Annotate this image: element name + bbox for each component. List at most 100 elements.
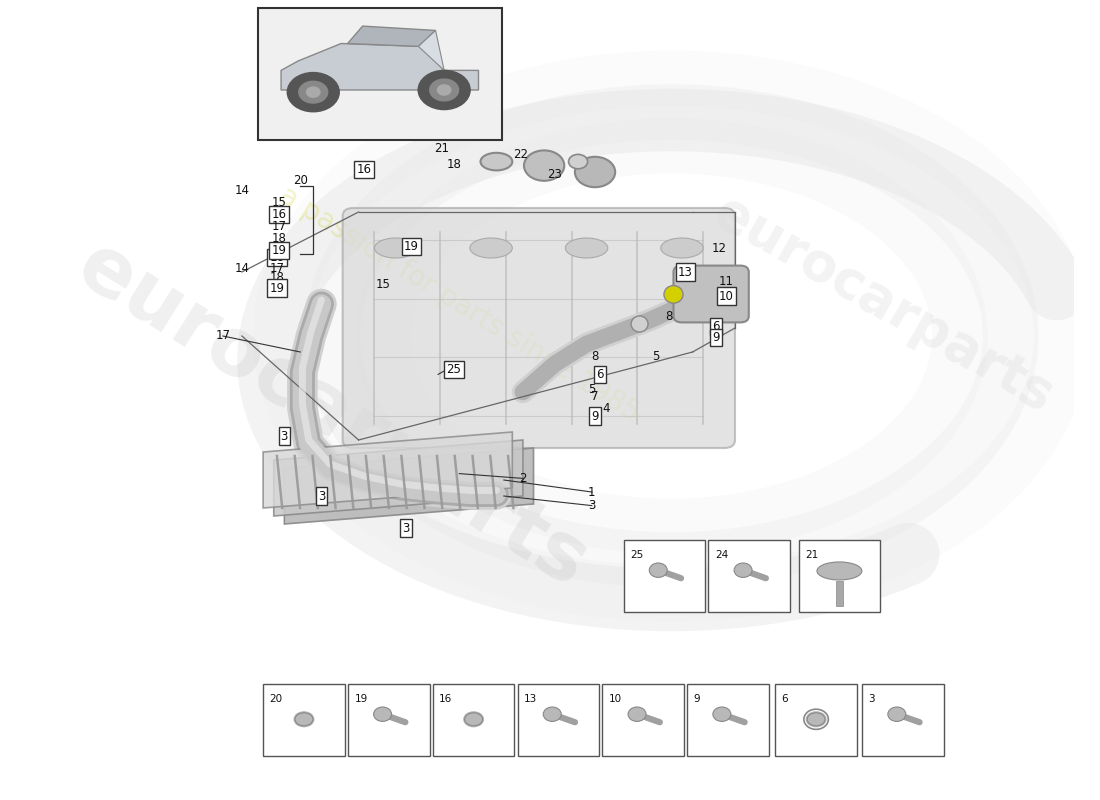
Text: 5: 5 — [588, 383, 595, 396]
Text: 7: 7 — [592, 390, 598, 402]
Text: 21: 21 — [805, 550, 818, 560]
Text: 18: 18 — [447, 158, 461, 170]
Text: 8: 8 — [592, 350, 598, 362]
Ellipse shape — [569, 154, 587, 169]
Polygon shape — [285, 448, 534, 524]
Text: 18: 18 — [272, 232, 286, 245]
Ellipse shape — [817, 562, 862, 580]
Text: 8: 8 — [666, 310, 673, 322]
Ellipse shape — [713, 707, 730, 722]
Text: 15: 15 — [375, 278, 390, 290]
FancyBboxPatch shape — [343, 208, 735, 448]
Ellipse shape — [631, 316, 648, 332]
Ellipse shape — [628, 707, 646, 722]
Ellipse shape — [575, 157, 615, 187]
Polygon shape — [274, 440, 522, 516]
Text: 3: 3 — [869, 694, 876, 704]
Text: 14: 14 — [234, 184, 250, 197]
Text: 3: 3 — [280, 430, 288, 442]
Polygon shape — [282, 43, 478, 90]
Text: 9: 9 — [694, 694, 701, 704]
Text: 17: 17 — [270, 262, 285, 274]
Ellipse shape — [664, 286, 683, 303]
Text: 19: 19 — [270, 282, 285, 294]
Text: 6: 6 — [712, 320, 719, 333]
Text: 10: 10 — [608, 694, 622, 704]
Text: eurocarparts: eurocarparts — [704, 186, 1063, 422]
Text: 17: 17 — [216, 330, 230, 342]
Ellipse shape — [295, 713, 313, 726]
Polygon shape — [263, 432, 513, 508]
Ellipse shape — [649, 563, 668, 578]
Text: 14: 14 — [234, 262, 250, 274]
Circle shape — [430, 79, 459, 101]
Text: eurocarparts: eurocarparts — [63, 227, 602, 605]
FancyBboxPatch shape — [432, 684, 515, 756]
Circle shape — [294, 712, 313, 726]
FancyBboxPatch shape — [624, 540, 705, 612]
Text: 16: 16 — [270, 251, 285, 264]
Text: 4: 4 — [602, 402, 609, 414]
Ellipse shape — [543, 707, 561, 722]
Text: 23: 23 — [548, 168, 562, 181]
FancyBboxPatch shape — [862, 684, 944, 756]
Text: 19: 19 — [354, 694, 367, 704]
Text: 19: 19 — [404, 240, 419, 253]
Polygon shape — [418, 30, 444, 70]
FancyBboxPatch shape — [263, 684, 344, 756]
Text: 20: 20 — [293, 174, 308, 187]
Circle shape — [287, 73, 339, 112]
Circle shape — [464, 712, 483, 726]
Ellipse shape — [481, 153, 513, 170]
Ellipse shape — [661, 238, 703, 258]
FancyBboxPatch shape — [603, 684, 684, 756]
FancyBboxPatch shape — [518, 684, 600, 756]
Circle shape — [307, 87, 320, 98]
Text: 10: 10 — [719, 290, 734, 302]
Text: 25: 25 — [447, 363, 461, 376]
Text: 22: 22 — [514, 148, 528, 161]
Text: 6: 6 — [782, 694, 789, 704]
Text: 3: 3 — [318, 490, 326, 502]
Text: 16: 16 — [272, 208, 287, 221]
Text: 13: 13 — [524, 694, 537, 704]
Circle shape — [438, 85, 451, 95]
Text: 16: 16 — [439, 694, 452, 704]
Text: 3: 3 — [588, 499, 595, 512]
FancyBboxPatch shape — [257, 8, 502, 140]
Text: 24: 24 — [715, 550, 728, 560]
Ellipse shape — [470, 238, 513, 258]
Text: 19: 19 — [272, 244, 287, 257]
Ellipse shape — [734, 563, 752, 578]
Ellipse shape — [464, 713, 483, 726]
FancyBboxPatch shape — [688, 684, 769, 756]
Text: 9: 9 — [592, 410, 598, 422]
Polygon shape — [348, 26, 436, 46]
Circle shape — [806, 712, 826, 726]
Text: 6: 6 — [596, 368, 604, 381]
Text: 13: 13 — [678, 266, 693, 278]
Circle shape — [418, 70, 470, 110]
FancyBboxPatch shape — [708, 540, 790, 612]
FancyBboxPatch shape — [348, 684, 430, 756]
Ellipse shape — [374, 238, 417, 258]
Text: 2: 2 — [519, 472, 527, 485]
Text: 3: 3 — [403, 522, 410, 534]
Text: 9: 9 — [712, 331, 719, 344]
Text: 12: 12 — [712, 242, 727, 254]
Ellipse shape — [807, 713, 825, 726]
Text: 1: 1 — [588, 486, 595, 498]
Ellipse shape — [888, 707, 905, 722]
Ellipse shape — [374, 707, 392, 722]
Text: 18: 18 — [270, 271, 285, 284]
FancyBboxPatch shape — [673, 266, 749, 322]
FancyBboxPatch shape — [776, 684, 857, 756]
Text: 5: 5 — [652, 350, 659, 362]
Text: 11: 11 — [719, 275, 734, 288]
Text: a passion for parts since 1985: a passion for parts since 1985 — [274, 181, 645, 427]
Text: 21: 21 — [433, 142, 449, 154]
Text: 20: 20 — [270, 694, 283, 704]
Bar — [836, 581, 843, 606]
FancyBboxPatch shape — [799, 540, 880, 612]
Circle shape — [299, 82, 328, 103]
